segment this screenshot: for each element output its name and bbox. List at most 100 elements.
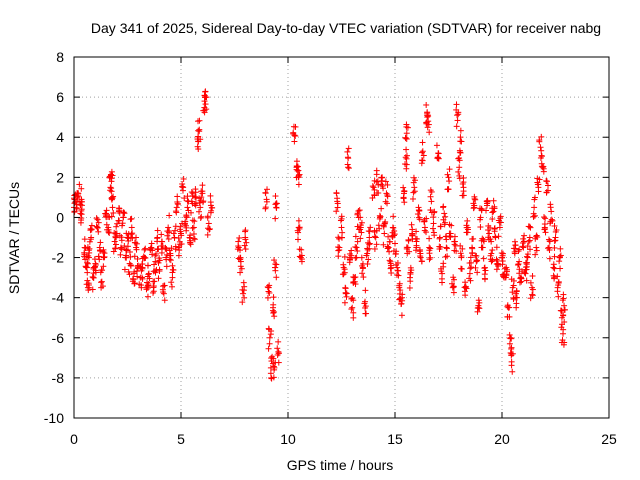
- data-point: [239, 286, 246, 293]
- data-point: [424, 112, 431, 119]
- data-point: [155, 275, 162, 282]
- data-point: [411, 184, 418, 191]
- data-point: [184, 204, 191, 211]
- data-point: [104, 226, 111, 233]
- data-point: [499, 252, 506, 259]
- data-point: [444, 171, 451, 178]
- data-point: [272, 264, 279, 271]
- data-point: [128, 215, 135, 222]
- data-point: [180, 175, 187, 182]
- data-point: [74, 194, 81, 201]
- data-point: [169, 283, 176, 290]
- data-point: [476, 299, 483, 306]
- data-point: [175, 235, 182, 242]
- data-point: [529, 272, 536, 279]
- data-point: [348, 252, 355, 259]
- data-point: [409, 232, 416, 239]
- data-point: [481, 264, 488, 271]
- data-point: [98, 284, 105, 291]
- data-point: [118, 234, 125, 241]
- data-point: [242, 246, 249, 253]
- data-point: [555, 278, 562, 285]
- data-point: [457, 265, 464, 272]
- data-point: [387, 258, 394, 265]
- data-point: [117, 245, 124, 252]
- data-point: [192, 194, 199, 201]
- data-point: [410, 189, 417, 196]
- data-point: [477, 224, 484, 231]
- data-point: [96, 256, 103, 263]
- data-point: [409, 195, 416, 202]
- data-point: [440, 260, 447, 267]
- data-point: [235, 238, 242, 245]
- data-point: [466, 260, 473, 267]
- data-point: [345, 155, 352, 162]
- data-point: [561, 306, 568, 313]
- data-point: [538, 163, 545, 170]
- data-point: [175, 244, 182, 251]
- data-point: [338, 234, 345, 241]
- data-point: [511, 238, 518, 245]
- data-point: [161, 297, 168, 304]
- data-point: [403, 244, 410, 251]
- data-point: [88, 222, 95, 229]
- data-point: [403, 130, 410, 137]
- data-point: [240, 290, 247, 297]
- data-point: [169, 262, 176, 269]
- data-point: [290, 130, 297, 137]
- data-point: [111, 238, 118, 245]
- data-point: [512, 294, 519, 301]
- data-point: [508, 362, 515, 369]
- data-point: [138, 274, 145, 281]
- data-point: [486, 230, 493, 237]
- data-point: [394, 259, 401, 266]
- data-point: [191, 236, 198, 243]
- data-point: [437, 223, 444, 230]
- data-point: [548, 208, 555, 215]
- data-point: [461, 288, 468, 295]
- data-point: [469, 249, 476, 256]
- data-point: [509, 289, 516, 296]
- data-point: [333, 190, 340, 197]
- data-point: [362, 287, 369, 294]
- data-point: [464, 229, 471, 236]
- data-point: [556, 258, 563, 265]
- data-point: [102, 210, 109, 217]
- data-point: [126, 271, 133, 278]
- data-point: [400, 184, 407, 191]
- data-point: [145, 271, 152, 278]
- data-point: [381, 220, 388, 227]
- data-point: [262, 190, 269, 197]
- data-point: [152, 258, 159, 265]
- data-point: [384, 200, 391, 207]
- data-point: [386, 248, 393, 255]
- data-point: [363, 310, 370, 317]
- data-point: [449, 280, 456, 287]
- data-point: [241, 242, 248, 249]
- data-point: [405, 237, 412, 244]
- data-point: [209, 204, 216, 211]
- data-point: [502, 274, 509, 281]
- data-point: [83, 264, 90, 271]
- data-point: [359, 270, 366, 277]
- data-point: [124, 243, 131, 250]
- data-point: [353, 244, 360, 251]
- data-point: [471, 202, 478, 209]
- x-tick-label: 15: [387, 431, 403, 447]
- data-point: [487, 252, 494, 259]
- data-point: [480, 236, 487, 243]
- data-point: [271, 308, 278, 315]
- y-tick-label: 4: [56, 129, 64, 145]
- data-point: [521, 269, 528, 276]
- data-point: [108, 194, 115, 201]
- data-point: [454, 117, 461, 124]
- data-point: [113, 230, 120, 237]
- data-point: [390, 224, 397, 231]
- data-point: [141, 246, 148, 253]
- data-point: [390, 213, 397, 220]
- data-point: [78, 185, 85, 192]
- data-point: [348, 247, 355, 254]
- data-point: [536, 137, 543, 144]
- data-point: [407, 269, 414, 276]
- data-point: [445, 186, 452, 193]
